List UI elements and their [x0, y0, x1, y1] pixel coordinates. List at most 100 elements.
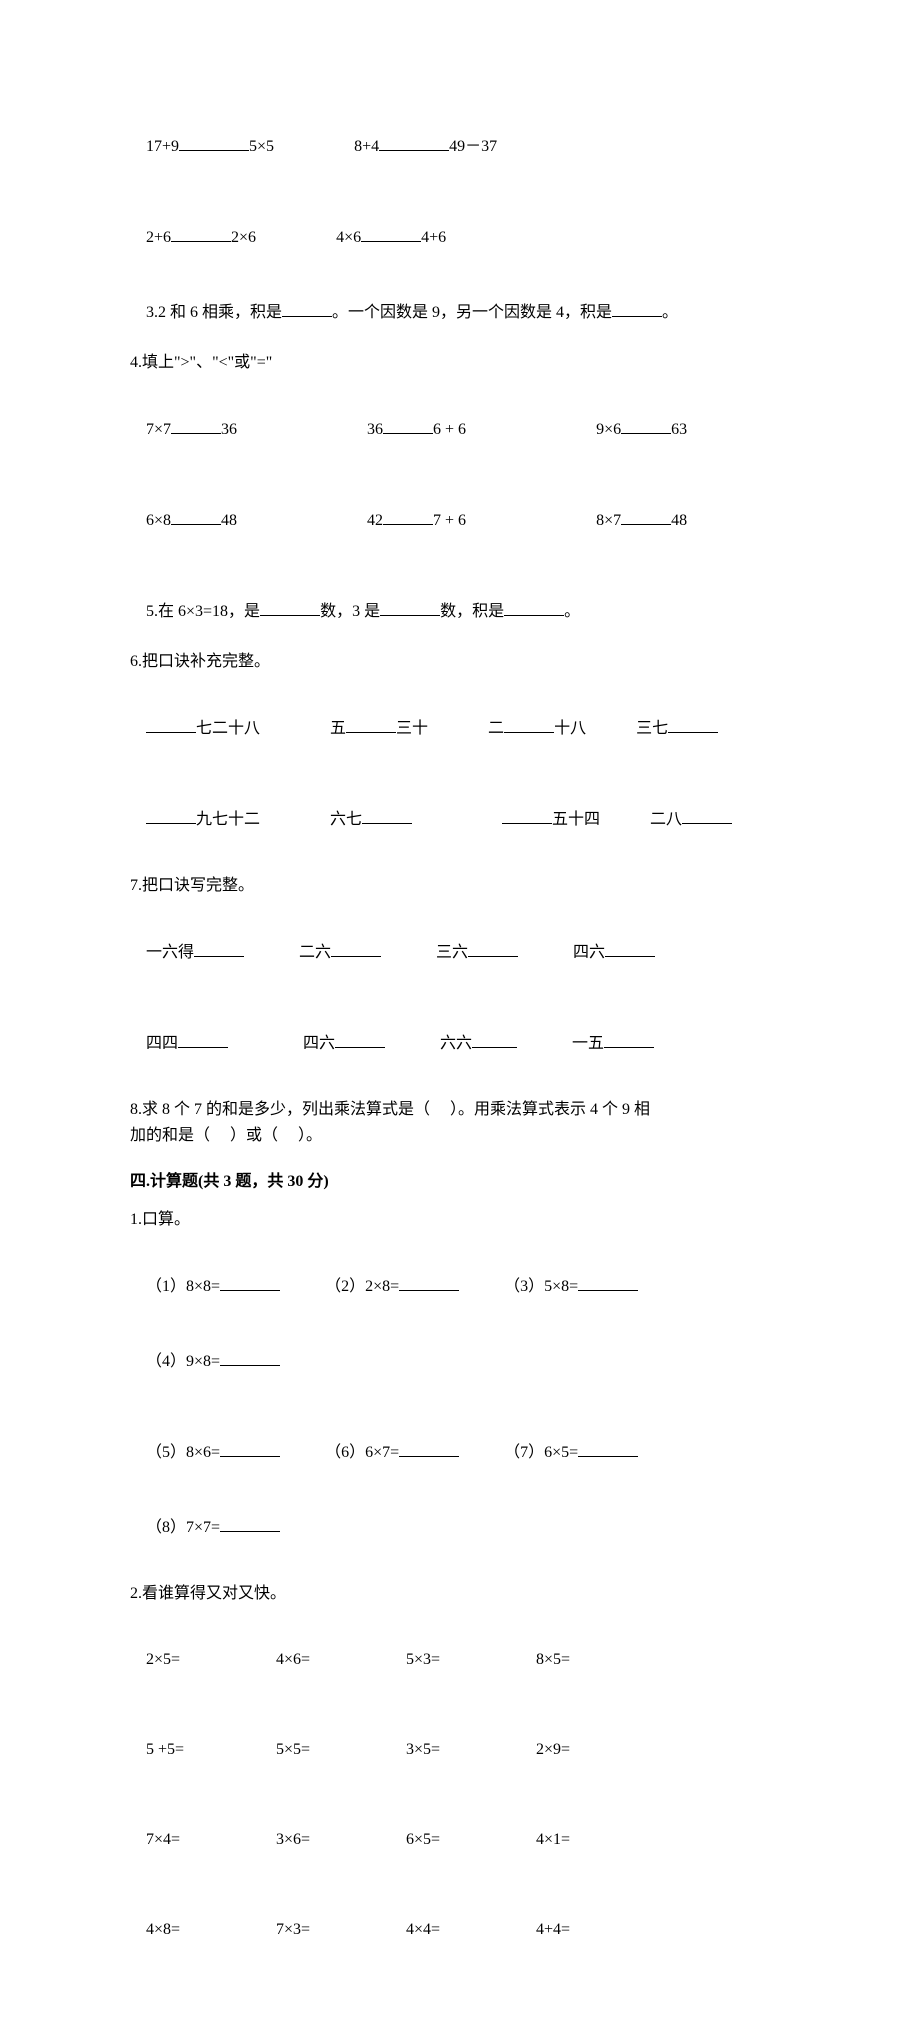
blank [146, 807, 196, 824]
text: 二 [488, 720, 504, 737]
expr: 4×4= [406, 1918, 536, 1942]
expr: 5×5 [249, 138, 274, 155]
expr: 4+4= [536, 1918, 666, 1942]
blank [682, 807, 732, 824]
worksheet-page: 17+95×58+449－37 2+62×64×64+6 3.2 和 6 相乘，… [0, 0, 920, 2044]
text: 七二十八 [196, 720, 260, 737]
sec4-q1-row2b: （8）7×7= [130, 1491, 790, 1564]
expr: 36 [367, 421, 383, 438]
expr: 9×6 [596, 421, 621, 438]
q7-row1: 一六得 二六 三六 四六 [130, 916, 790, 989]
expr: 17+9 [146, 138, 179, 155]
text: 3.2 和 6 相乘，积是 [146, 304, 282, 321]
grid-row-2: 5 +5=5×5=3×5=2×9= [130, 1714, 790, 1786]
blank [380, 599, 440, 616]
text: 数，积是 [440, 603, 504, 620]
text: 。一个因数是 9，另一个因数是 4，积是 [332, 304, 612, 321]
expr: 49－37 [449, 138, 497, 155]
q8-line1: 8.求 8 个 7 的和是多少，列出乘法算式是（ ）。用乘法算式表示 4 个 9… [130, 1098, 790, 1122]
blank [578, 1274, 638, 1291]
expr: （2）2×8= [325, 1278, 399, 1295]
expr: 42 [367, 512, 383, 529]
blank [621, 417, 671, 434]
blank [383, 417, 433, 434]
blank [178, 1031, 228, 1048]
blank [502, 807, 552, 824]
blank [146, 716, 196, 733]
text: 一六得 [146, 944, 194, 961]
text: 数，3 是 [320, 603, 380, 620]
sec4-q2-title: 2.看谁算得又对又快。 [130, 1582, 790, 1606]
blank [220, 1274, 280, 1291]
q7-row2: 四四 四六 六六 一五 [130, 1007, 790, 1080]
blank [399, 1274, 459, 1291]
text: 六七 [330, 811, 362, 828]
expr: 3×5= [406, 1738, 536, 1762]
blank [383, 508, 433, 525]
blank [220, 1349, 280, 1366]
text: 三十 [396, 720, 428, 737]
expr: 3×6= [276, 1828, 406, 1852]
text: 二八 [650, 811, 682, 828]
blank [362, 807, 412, 824]
q6-title: 6.把口诀补充完整。 [130, 650, 790, 674]
text: 。 [662, 304, 678, 321]
expr: 7 + 6 [433, 512, 466, 529]
q4-row1: 7×736366 + 69×663 [130, 393, 790, 466]
blank [171, 417, 221, 434]
q6-row1: 七二十八 五 三十 二 十八 三七 [130, 692, 790, 765]
text: 六六 [440, 1035, 472, 1052]
expr: 6 + 6 [433, 421, 466, 438]
text: 三七 [636, 720, 668, 737]
blank [194, 940, 244, 957]
blank [668, 716, 718, 733]
expr: 5×3= [406, 1648, 536, 1672]
text: 九七十二 [196, 811, 260, 828]
sec4-q1-row1: （1）8×8=（2）2×8=（3）5×8= [130, 1250, 790, 1323]
expr: 48 [221, 512, 237, 529]
expr: 6×5= [406, 1828, 536, 1852]
q8-line2: 加的和是（ ）或（ ）。 [130, 1124, 790, 1148]
expr: （3）5×8= [504, 1278, 578, 1295]
blank [468, 940, 518, 957]
text: 四六 [573, 944, 605, 961]
blank [612, 300, 662, 317]
text: 三六 [436, 944, 468, 961]
blank [379, 134, 449, 151]
blank [260, 599, 320, 616]
expr: 5×5= [276, 1738, 406, 1762]
text: 十八 [554, 720, 586, 737]
expr: 4+6 [421, 229, 446, 246]
expr: （6）6×7= [325, 1444, 399, 1461]
expr: 4×8= [146, 1918, 276, 1942]
blank [399, 1440, 459, 1457]
grid-row-3: 7×4=3×6=6×5=4×1= [130, 1804, 790, 1876]
text: 四六 [303, 1035, 335, 1052]
expr: 5 +5= [146, 1738, 276, 1762]
sec4-q1-row2: （5）8×6= （6）6×7= （7）6×5= [130, 1416, 790, 1489]
text: 四四 [146, 1035, 178, 1052]
expr: （7）6×5= [504, 1444, 578, 1461]
blank [331, 940, 381, 957]
expr: 2×5= [146, 1648, 276, 1672]
text: 五 [330, 720, 346, 737]
text: 一五 [572, 1035, 604, 1052]
expr: 2×6 [231, 229, 256, 246]
q4-row2: 6×848427 + 68×748 [130, 484, 790, 557]
expr: 4×1= [536, 1828, 666, 1852]
expr: 8+4 [354, 138, 379, 155]
q4-title: 4.填上">"、"<"或"=" [130, 351, 790, 375]
text: 二六 [299, 944, 331, 961]
expr: 7×4= [146, 1828, 276, 1852]
expr: （5）8×6= [146, 1444, 220, 1461]
blank [361, 225, 421, 242]
section-4-title: 四.计算题(共 3 题，共 30 分) [130, 1170, 790, 1194]
q5-line: 5.在 6×3=18，是数，3 是数，积是。 [130, 575, 790, 648]
blank [472, 1031, 517, 1048]
expr: 6×8 [146, 512, 171, 529]
expr: 63 [671, 421, 687, 438]
blank [171, 508, 221, 525]
blank [504, 716, 554, 733]
expr: 36 [221, 421, 237, 438]
expr: 48 [671, 512, 687, 529]
